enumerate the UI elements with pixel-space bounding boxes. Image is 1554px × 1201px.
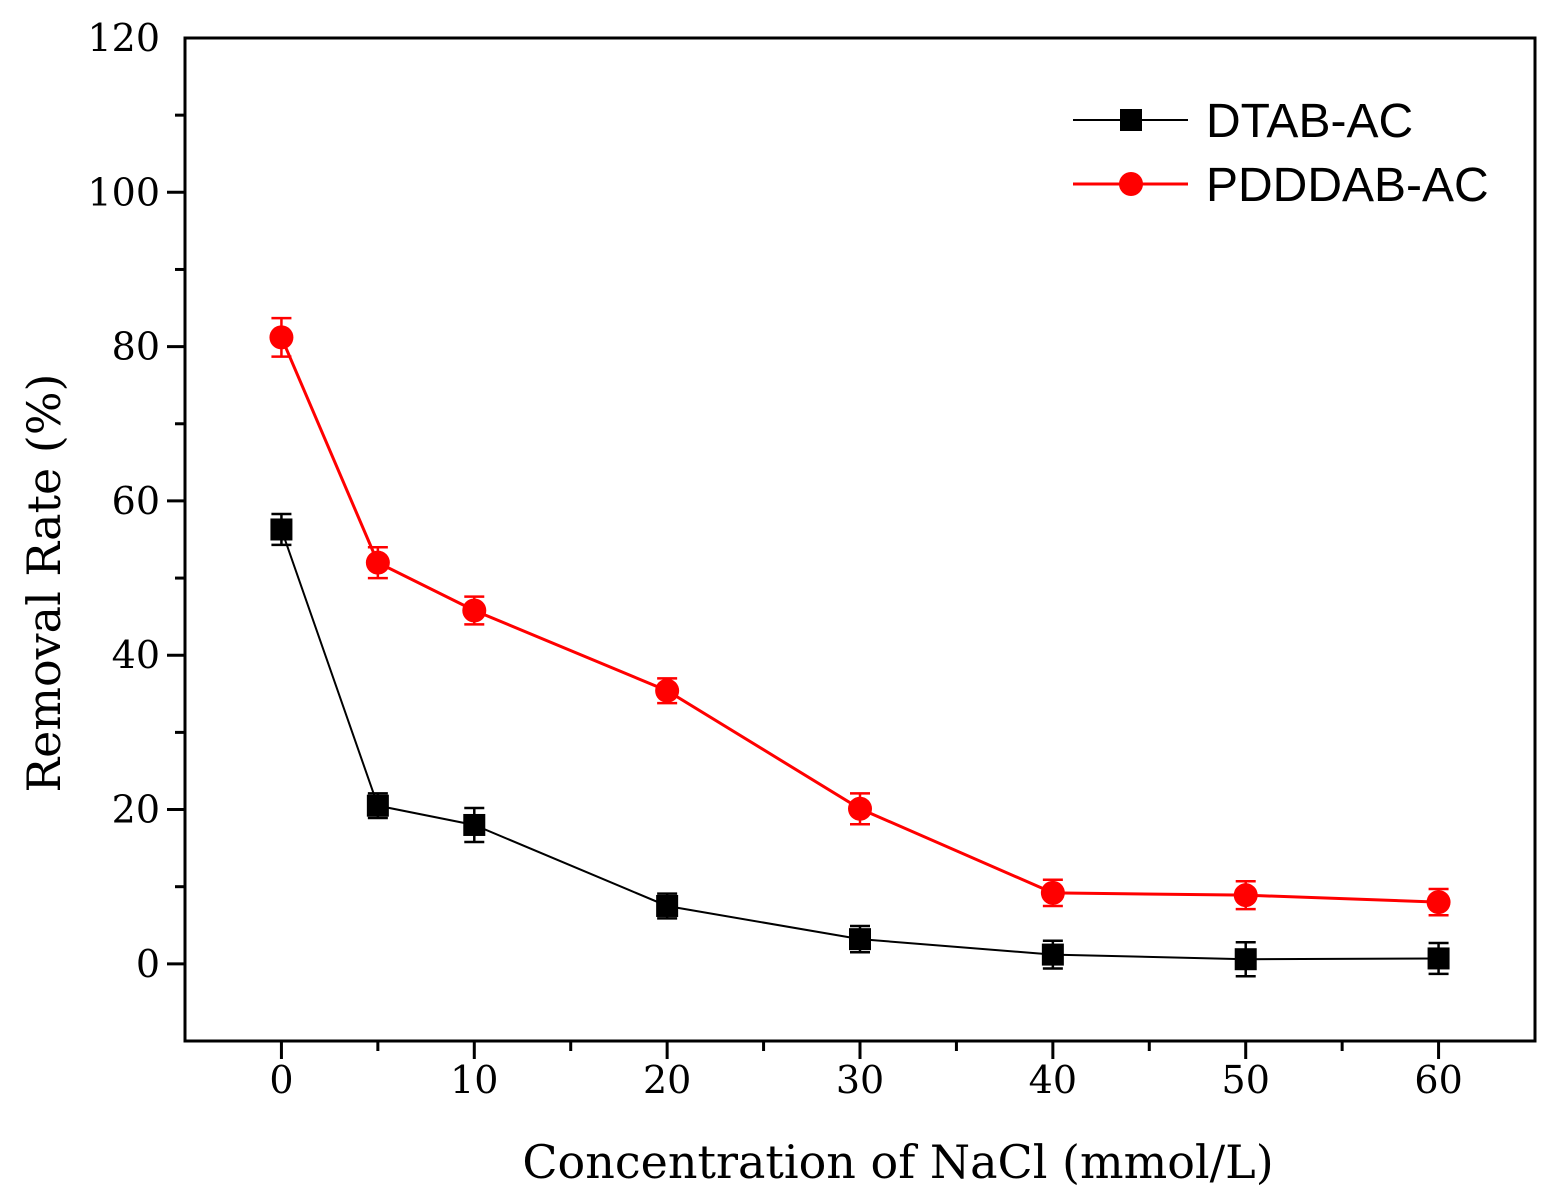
legend-item-dtab-ac: DTAB-AC	[1073, 95, 1413, 148]
x-axis-title: Concentration of NaCl (mmol/L)	[522, 1135, 1273, 1189]
pdddab-ac-line	[280, 336, 1439, 904]
x-tick-label: 40	[1029, 1058, 1077, 1102]
legend-item-pdddab-ac: PDDDAB-AC	[1073, 159, 1489, 212]
x-tick-label: 10	[450, 1058, 498, 1102]
x-tick-label: 50	[1222, 1058, 1270, 1102]
pdddab-ac-point	[655, 678, 680, 703]
dtab-ac-point	[656, 894, 679, 917]
dtab-ac-line	[280, 529, 1439, 961]
legend-label: DTAB-AC	[1206, 95, 1413, 148]
y-axis-title: Removal Rate (%)	[17, 374, 71, 793]
x-tick-label: 20	[643, 1058, 691, 1102]
dtab-ac-point	[366, 794, 389, 817]
dtab-ac-point	[1427, 947, 1450, 970]
series-layer	[269, 316, 1451, 978]
dtab-ac-point	[463, 813, 486, 836]
axis-ticks	[167, 113, 1441, 1059]
legend: DTAB-AC PDDDAB-AC	[1073, 95, 1489, 212]
dtab-ac-point	[270, 518, 293, 541]
legend-label: PDDDAB-AC	[1206, 159, 1489, 212]
y-tick-label: 20	[112, 788, 160, 832]
y-tick-label: 0	[136, 942, 160, 986]
y-tick-label: 80	[112, 325, 160, 369]
dtab-ac-point	[849, 928, 871, 951]
pdddab-ac-point	[365, 550, 390, 575]
pdddab-ac-point	[1426, 890, 1451, 915]
x-tick-label: 60	[1414, 1058, 1462, 1102]
y-tick-label: 120	[87, 16, 160, 60]
pdddab-ac-point	[269, 325, 294, 350]
y-tick-label: 40	[112, 633, 160, 677]
tick-labels: 0 10 20 30 40 50 60 0 20 40 60 80 100 120	[87, 16, 1462, 1102]
pdddab-ac-point	[462, 598, 487, 623]
dtab-ac-point	[1041, 943, 1064, 966]
dtab-ac-point	[1234, 948, 1257, 971]
y-tick-label: 100	[87, 170, 160, 214]
x-tick-label: 0	[269, 1058, 293, 1102]
y-tick-label: 60	[112, 479, 160, 523]
pdddab-ac-point	[1233, 883, 1258, 908]
x-tick-label: 30	[836, 1058, 884, 1102]
plot-frame	[183, 36, 1537, 1043]
pdddab-ac-point	[848, 796, 872, 821]
pdddab-ac-point	[1040, 880, 1065, 905]
